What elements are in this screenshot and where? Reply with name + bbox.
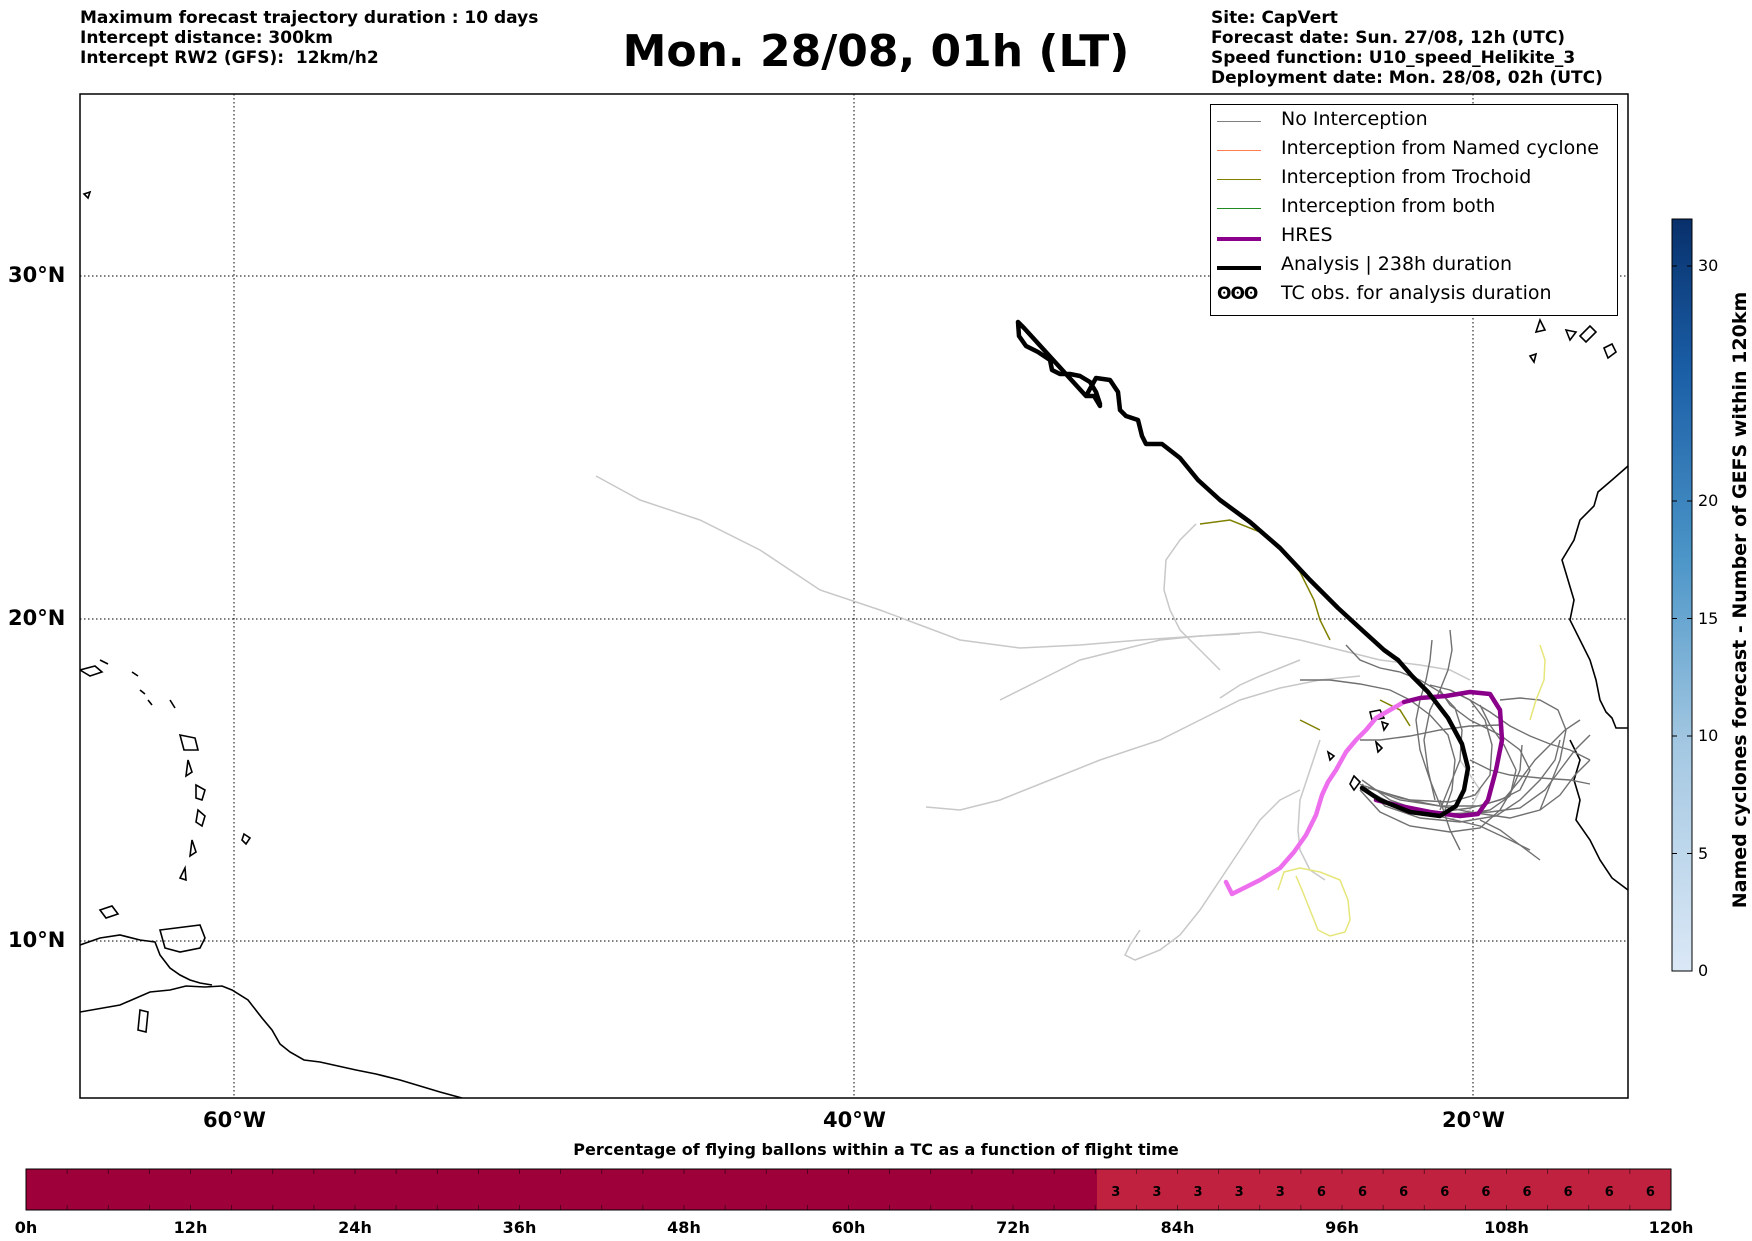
- time-tick-label: 24h: [338, 1218, 372, 1237]
- time-tick-label: 72h: [996, 1218, 1030, 1237]
- colorbar-tick-label: 20: [1698, 491, 1719, 510]
- time-tick-label: 84h: [1160, 1218, 1195, 1237]
- colorbar-ticks: [1672, 265, 1692, 972]
- hres-trajectory: [1223, 689, 1505, 897]
- flight-time-bar: [25, 1168, 1672, 1211]
- lat-label-20n: 20°N: [8, 606, 66, 630]
- header-right-line4: Deployment date: Mon. 28/08, 02h (UTC): [1211, 68, 1603, 88]
- cape-verde-islands: [1326, 709, 1390, 792]
- legend-swatch: [1217, 208, 1261, 209]
- legend-swatch: [1217, 266, 1261, 270]
- caribbean-island-2: [137, 1008, 149, 1034]
- lat-label-10n: 10°N: [8, 928, 66, 952]
- coastlines: [80, 190, 1628, 1098]
- percent-value: 6: [1440, 1185, 1450, 1200]
- header-left: Maximum forecast trajectory duration : 1…: [80, 8, 538, 68]
- percent-value: 3: [1193, 1185, 1203, 1200]
- time-tick-label: 108h: [1484, 1218, 1529, 1237]
- time-tick-label: 0h: [14, 1218, 38, 1237]
- time-tick-label: 36h: [502, 1218, 537, 1237]
- percent-value: 6: [1399, 1185, 1409, 1200]
- legend-swatch: [1217, 237, 1261, 241]
- percent-value: 6: [1316, 1185, 1326, 1200]
- lat-label-30n: 30°N: [8, 263, 66, 287]
- flight-time-bar-title: Percentage of flying ballons within a TC…: [573, 1140, 1179, 1159]
- canary-islands: [1528, 317, 1618, 364]
- header-right-line1: Site: CapVert: [1211, 8, 1338, 28]
- caribbean-island-1: [98, 905, 120, 919]
- map-frame: [79, 93, 1629, 1099]
- hres-dark-segment: [1373, 689, 1505, 819]
- legend-label: Analysis | 238h duration: [1281, 253, 1513, 275]
- time-tick-label: 48h: [667, 1218, 701, 1237]
- header-right: Site: CapVert Forecast date: Sun. 27/08,…: [1211, 8, 1603, 88]
- lon-label-40w: 40°W: [823, 1108, 886, 1132]
- legend: No Interception Interception from Named …: [1210, 104, 1618, 316]
- legend-label: HRES: [1281, 224, 1333, 246]
- page-title: Mon. 28/08, 01h (LT): [622, 26, 1130, 77]
- colorbar-label: Named cyclones forecast - Number of GEFS…: [1729, 291, 1751, 909]
- colorbar-tick-label: 5: [1698, 843, 1709, 863]
- venezuela-coast: [80, 934, 213, 986]
- colorbar-tick-label: 30: [1698, 256, 1719, 275]
- header-left-line1: Maximum forecast trajectory duration : 1…: [80, 8, 539, 28]
- time-tick-label: 12h: [173, 1218, 208, 1237]
- colorbar-tick-label: 0: [1698, 961, 1709, 980]
- trochoid-trajectories: [1199, 519, 1411, 731]
- ensemble-light-trajectories: [595, 475, 1481, 961]
- percent-value: 6: [1645, 1185, 1655, 1200]
- legend-label: No Interception: [1281, 108, 1428, 130]
- legend-label: Interception from Trochoid: [1281, 166, 1532, 188]
- yellow-trajectories: [1277, 644, 1546, 937]
- tc-obs-icon: ʘʘʘ: [1217, 284, 1258, 304]
- percent-value: 6: [1481, 1185, 1491, 1200]
- percent-value: 6: [1604, 1185, 1614, 1200]
- lesser-antilles: [80, 659, 252, 882]
- time-tick-label: 96h: [1325, 1218, 1359, 1237]
- lon-label-20w: 20°W: [1442, 1108, 1505, 1132]
- flight-time-bar-frame: [25, 1168, 1672, 1211]
- percent-value: 6: [1358, 1185, 1368, 1200]
- legend-swatch: [1217, 121, 1261, 122]
- lon-label-60w: 60°W: [203, 1108, 266, 1132]
- header-right-line3: Speed function: U10_speed_Helikite_3: [1211, 48, 1576, 68]
- percent-value: 3: [1152, 1185, 1162, 1200]
- time-tick-label: 60h: [831, 1218, 866, 1237]
- nw-dot: [82, 190, 92, 200]
- header-left-line3: Intercept RW2 (GFS): 12km/h2: [80, 48, 379, 68]
- legend-swatch: [1217, 150, 1261, 151]
- header-right-line2: Forecast date: Sun. 27/08, 12h (UTC): [1211, 28, 1566, 48]
- grid: [80, 94, 1628, 1098]
- legend-label: TC obs. for analysis duration: [1281, 282, 1552, 304]
- south-america-coast: [80, 985, 463, 1098]
- colorbar-tick-label: 10: [1698, 726, 1719, 745]
- analysis-trajectory: [1015, 319, 1471, 819]
- trinidad-coast: [158, 924, 206, 953]
- colorbar-tick-label: 15: [1698, 608, 1719, 628]
- flight-time-bar-minor-ticks: [66, 1169, 1631, 1210]
- legend-swatch: [1217, 179, 1261, 180]
- header-left-line2: Intercept distance: 300km: [80, 28, 333, 48]
- time-tick-label: 120h: [1648, 1218, 1694, 1237]
- percent-value: 3: [1234, 1185, 1244, 1200]
- africa-coast-south: [1569, 739, 1628, 891]
- percent-value: 6: [1563, 1185, 1573, 1200]
- percent-value: 6: [1522, 1185, 1532, 1200]
- ensemble-trajectories: [1300, 629, 1591, 861]
- percent-value: 3: [1275, 1185, 1285, 1200]
- africa-coast: [1561, 465, 1628, 729]
- percent-value: 3: [1111, 1185, 1121, 1200]
- legend-label: Interception from both: [1281, 195, 1496, 217]
- legend-label: Interception from Named cyclone: [1281, 137, 1599, 159]
- hres-light-segment: [1223, 699, 1407, 897]
- flight-time-bar-highlight: [1097, 1169, 1671, 1210]
- colorbar: [1671, 218, 1693, 972]
